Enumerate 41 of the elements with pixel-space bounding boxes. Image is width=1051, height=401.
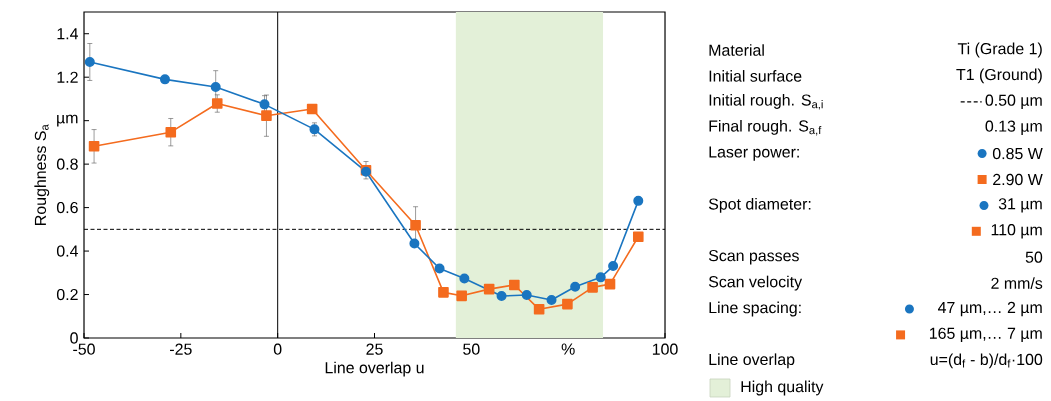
text: Scan velocity [708,275,803,291]
text: Initial rough. S$_{a,i}$ [709,94,823,110]
y-tick-label: 0.8 [56,158,78,170]
legend-label: 0.85 W [992,147,1043,160]
text: Spot diameter: [708,197,811,213]
text: 2 mm/s [991,277,1043,289]
text: Line spacing: [709,301,801,317]
text: 47 µm,… 2 µm [937,301,1042,317]
x-axis-title: Line overlap u [325,361,424,377]
x-tick-label: -50 [73,343,95,355]
y-axis-title: Roughness S$_{a}$ [34,124,50,225]
text: Final rough. S$_{a,f}$ [709,119,822,136]
legend-label: High quality [741,380,824,396]
y-tick-label: 1.2 [57,71,78,83]
text: Ti (Grade 1) [957,42,1042,58]
text: Laser power: [709,146,799,161]
text: 0.13 µm [985,120,1042,135]
text: Line overlap [709,353,795,369]
text: 165 µm,… 7 µm [929,327,1042,343]
text: Initial surface [709,70,802,82]
y-tick-label: 0.4 [56,245,79,257]
y-tick-label: 0.6 [56,201,78,214]
text: Scan passes [708,249,799,265]
text: Material [709,44,764,56]
x-tick-label: % [561,343,575,355]
x-tick-label: -25 [170,343,192,355]
x-tick-label: 50 [463,343,480,355]
text: u=(d$_{f}$ - b)/d$_{f}$·100 [930,353,1043,369]
text: 110 µm [991,224,1042,239]
y-tick-label: 1.4 [57,28,79,40]
x-tick-label: 25 [366,343,383,355]
x-tick-label: 100 [652,343,678,355]
x-tick-label: 0 [273,343,282,355]
y-tick-label: 0.2 [56,288,78,301]
y-tick-label: µm [57,114,78,127]
legend-label: 0.50 µm [985,94,1042,110]
text: T1 (Ground) [956,68,1042,84]
legend-label: 2.90 W [993,173,1043,186]
text: 31 µm [998,198,1042,213]
y-tick-label: 0 [70,332,78,344]
text: 50 [1025,251,1043,263]
